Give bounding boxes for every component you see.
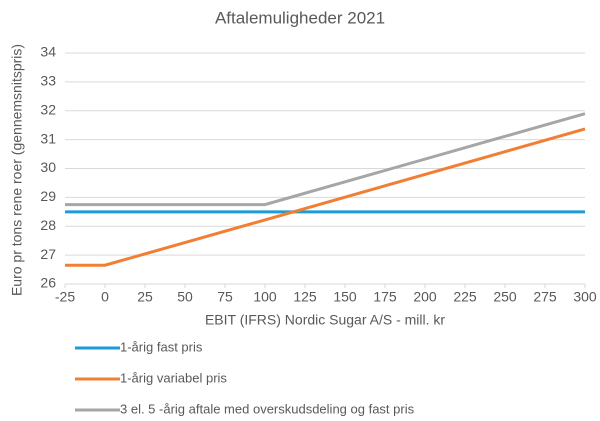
x-tick-label: 25 <box>137 289 153 305</box>
x-tick-label: 100 <box>253 289 277 305</box>
y-tick-label: 26 <box>40 275 56 291</box>
legend-label: 3 el. 5 -årig aftale med overskudsdeling… <box>120 401 415 416</box>
x-tick-label: 200 <box>413 289 437 305</box>
chart-title: Aftalemuligheder 2021 <box>215 8 385 27</box>
x-tick-label: -25 <box>55 289 75 305</box>
x-tick-label: 125 <box>293 289 317 305</box>
y-axis-label: Euro pr tons rene roer (gennemsnitspris) <box>9 44 25 296</box>
x-axis-label: EBIT (IFRS) Nordic Sugar A/S - mill. kr <box>205 312 445 328</box>
y-tick-label: 31 <box>40 130 56 146</box>
x-tick-label: 300 <box>573 289 597 305</box>
x-tick-label: 250 <box>493 289 517 305</box>
legend-label: 1-årig fast pris <box>120 339 203 354</box>
x-tick-label: 75 <box>217 289 233 305</box>
legend-label: 1-årig variabel pris <box>120 370 227 385</box>
y-tick-label: 28 <box>40 217 56 233</box>
y-tick-label: 32 <box>40 101 56 117</box>
x-tick-label: 0 <box>101 289 109 305</box>
y-tick-label: 29 <box>40 188 56 204</box>
x-tick-label: 225 <box>453 289 477 305</box>
x-tick-label: 175 <box>373 289 397 305</box>
x-tick-label: 50 <box>177 289 193 305</box>
y-tick-label: 30 <box>40 159 56 175</box>
y-tick-label: 33 <box>40 73 56 89</box>
x-tick-label: 275 <box>533 289 557 305</box>
series-line <box>65 127 586 267</box>
x-tick-label: 150 <box>333 289 357 305</box>
y-tick-label: 34 <box>40 44 56 60</box>
series-line <box>65 112 586 207</box>
y-tick-label: 27 <box>40 246 56 262</box>
